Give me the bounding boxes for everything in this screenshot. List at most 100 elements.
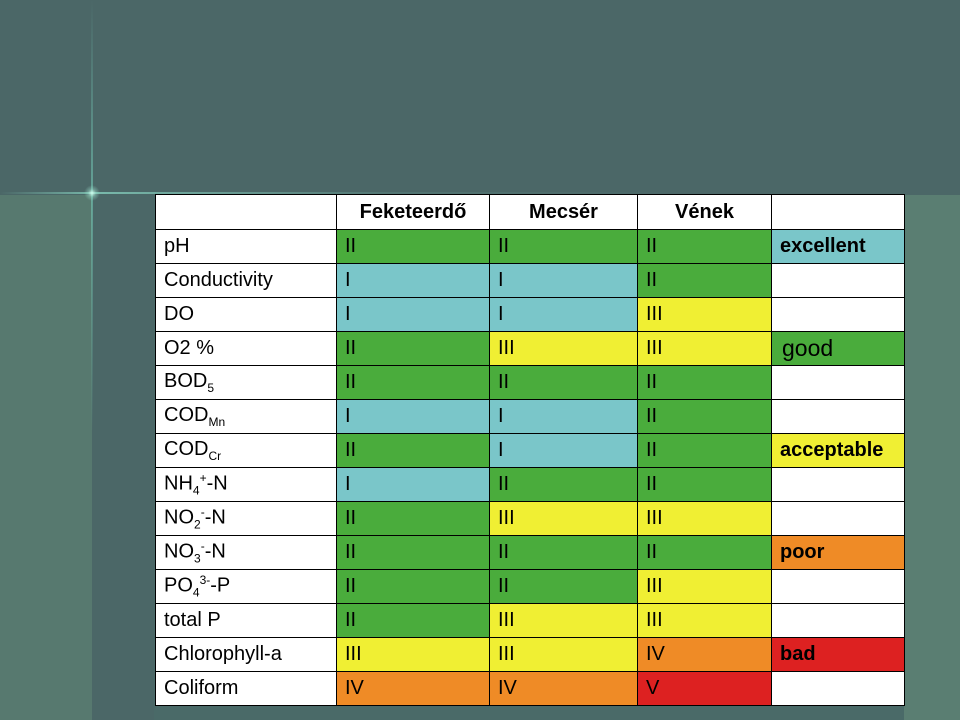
table-row: CODMn I I II — [155, 399, 905, 434]
parameter-subscript: Cr — [208, 449, 222, 463]
class-cell: III — [489, 501, 638, 536]
decorative-vertical-line — [91, 0, 93, 720]
class-cell: IV — [489, 671, 638, 706]
parameter-superscript: - — [200, 539, 205, 554]
slide-header-band — [0, 0, 960, 195]
slide-left-band — [0, 195, 92, 720]
parameter-cell: NO2--N — [155, 501, 337, 536]
parameter-suffix: -P — [210, 574, 231, 597]
class-cell: II — [336, 569, 490, 604]
slide-mid-band — [92, 195, 154, 720]
class-cell: II — [336, 229, 490, 264]
parameter-name: O2 % — [164, 337, 215, 359]
header-site-feketeerdo: Feketeerdő — [336, 194, 490, 230]
class-cell: II — [637, 399, 772, 434]
parameter-suffix: -N — [204, 540, 226, 563]
table-row: NH4+-N I II II — [155, 467, 905, 502]
legend-empty-cell — [771, 263, 905, 298]
class-cell: III — [637, 603, 772, 638]
parameter-subscript: 5 — [207, 381, 215, 395]
water-quality-table: Feketeerdő Mecsér Vének pH II II II excellen… — [155, 194, 905, 706]
class-cell: II — [336, 331, 490, 366]
class-cell: V — [637, 671, 772, 706]
legend-good: good — [771, 331, 905, 366]
legend-empty-cell — [771, 603, 905, 638]
class-cell: II — [489, 365, 638, 400]
class-cell: II — [637, 433, 772, 468]
class-cell: IV — [637, 637, 772, 672]
parameter-cell: total P — [155, 603, 337, 638]
table-row: Conductivity I I II — [155, 263, 905, 298]
legend-empty-cell — [771, 569, 905, 604]
class-cell: II — [336, 535, 490, 570]
class-cell: I — [489, 297, 638, 332]
parameter-cell: BOD5 — [155, 365, 337, 400]
class-cell: I — [489, 433, 638, 468]
parameter-name: COD — [164, 438, 209, 460]
class-cell: II — [489, 535, 638, 570]
class-cell: II — [336, 365, 490, 400]
header-site-venek: Vének — [637, 194, 772, 230]
class-cell: I — [336, 263, 490, 298]
table-row: O2 % II III III good — [155, 331, 905, 366]
legend-empty-cell — [771, 399, 905, 434]
class-cell: I — [336, 399, 490, 434]
header-legend — [771, 194, 905, 230]
table-row: Coliform IV IV V — [155, 671, 905, 706]
legend-excellent: excellent — [771, 229, 905, 264]
class-cell: II — [637, 365, 772, 400]
parameter-subscript: 2 — [194, 517, 201, 532]
parameter-name: total P — [164, 609, 221, 631]
table-row: CODCr II I II acceptable — [155, 433, 905, 468]
parameter-name: Chlorophyll-a — [164, 643, 282, 665]
class-cell: I — [336, 297, 490, 332]
parameter-cell: pH — [155, 229, 337, 264]
parameter-cell: Conductivity — [155, 263, 337, 298]
slide-right-band — [904, 195, 960, 720]
class-cell: II — [489, 569, 638, 604]
parameter-cell: CODCr — [155, 433, 337, 468]
class-cell: IV — [336, 671, 490, 706]
class-cell: III — [637, 331, 772, 366]
parameter-name: Conductivity — [164, 269, 273, 291]
parameter-subscript: 4 — [192, 585, 200, 600]
parameter-superscript: 3- — [199, 573, 211, 588]
class-cell: II — [489, 229, 638, 264]
table-row: DO I I III — [155, 297, 905, 332]
legend-empty-cell — [771, 671, 905, 706]
class-cell: II — [637, 263, 772, 298]
legend-empty-cell — [771, 501, 905, 536]
class-cell: I — [336, 467, 490, 502]
table-row: Chlorophyll-a III III IV bad — [155, 637, 905, 672]
parameter-name: DO — [164, 303, 194, 325]
class-cell: II — [336, 433, 490, 468]
parameter-name: NO — [164, 506, 194, 529]
header-row: Feketeerdő Mecsér Vének — [155, 194, 905, 230]
class-cell: III — [489, 331, 638, 366]
table-row: BOD5 II II II — [155, 365, 905, 400]
parameter-subscript: 3 — [194, 551, 201, 566]
decorative-horizontal-line — [0, 192, 960, 194]
legend-acceptable: acceptable — [771, 433, 905, 468]
parameter-name: COD — [164, 404, 209, 426]
parameter-suffix: -N — [204, 506, 226, 529]
table-row: NO3--N II II II poor — [155, 535, 905, 570]
class-cell: II — [637, 467, 772, 502]
legend-empty-cell — [771, 297, 905, 332]
class-cell: III — [637, 569, 772, 604]
table-row: NO2--N II III III — [155, 501, 905, 536]
class-cell: I — [489, 399, 638, 434]
parameter-cell: DO — [155, 297, 337, 332]
legend-poor: poor — [771, 535, 905, 570]
table-row: pH II II II excellent — [155, 229, 905, 264]
table-row: PO43--P II II III — [155, 569, 905, 604]
class-cell: I — [489, 263, 638, 298]
parameter-suffix: -N — [206, 472, 228, 495]
table-row: total P II III III — [155, 603, 905, 638]
parameter-cell: Chlorophyll-a — [155, 637, 337, 672]
parameter-cell: Coliform — [155, 671, 337, 706]
class-cell: III — [637, 501, 772, 536]
parameter-cell: O2 % — [155, 331, 337, 366]
parameter-cell: CODMn — [155, 399, 337, 434]
parameter-superscript: + — [199, 471, 207, 486]
